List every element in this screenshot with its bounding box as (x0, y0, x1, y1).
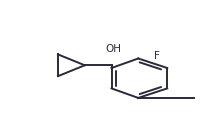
Text: OH: OH (106, 44, 122, 54)
Text: F: F (154, 51, 160, 61)
